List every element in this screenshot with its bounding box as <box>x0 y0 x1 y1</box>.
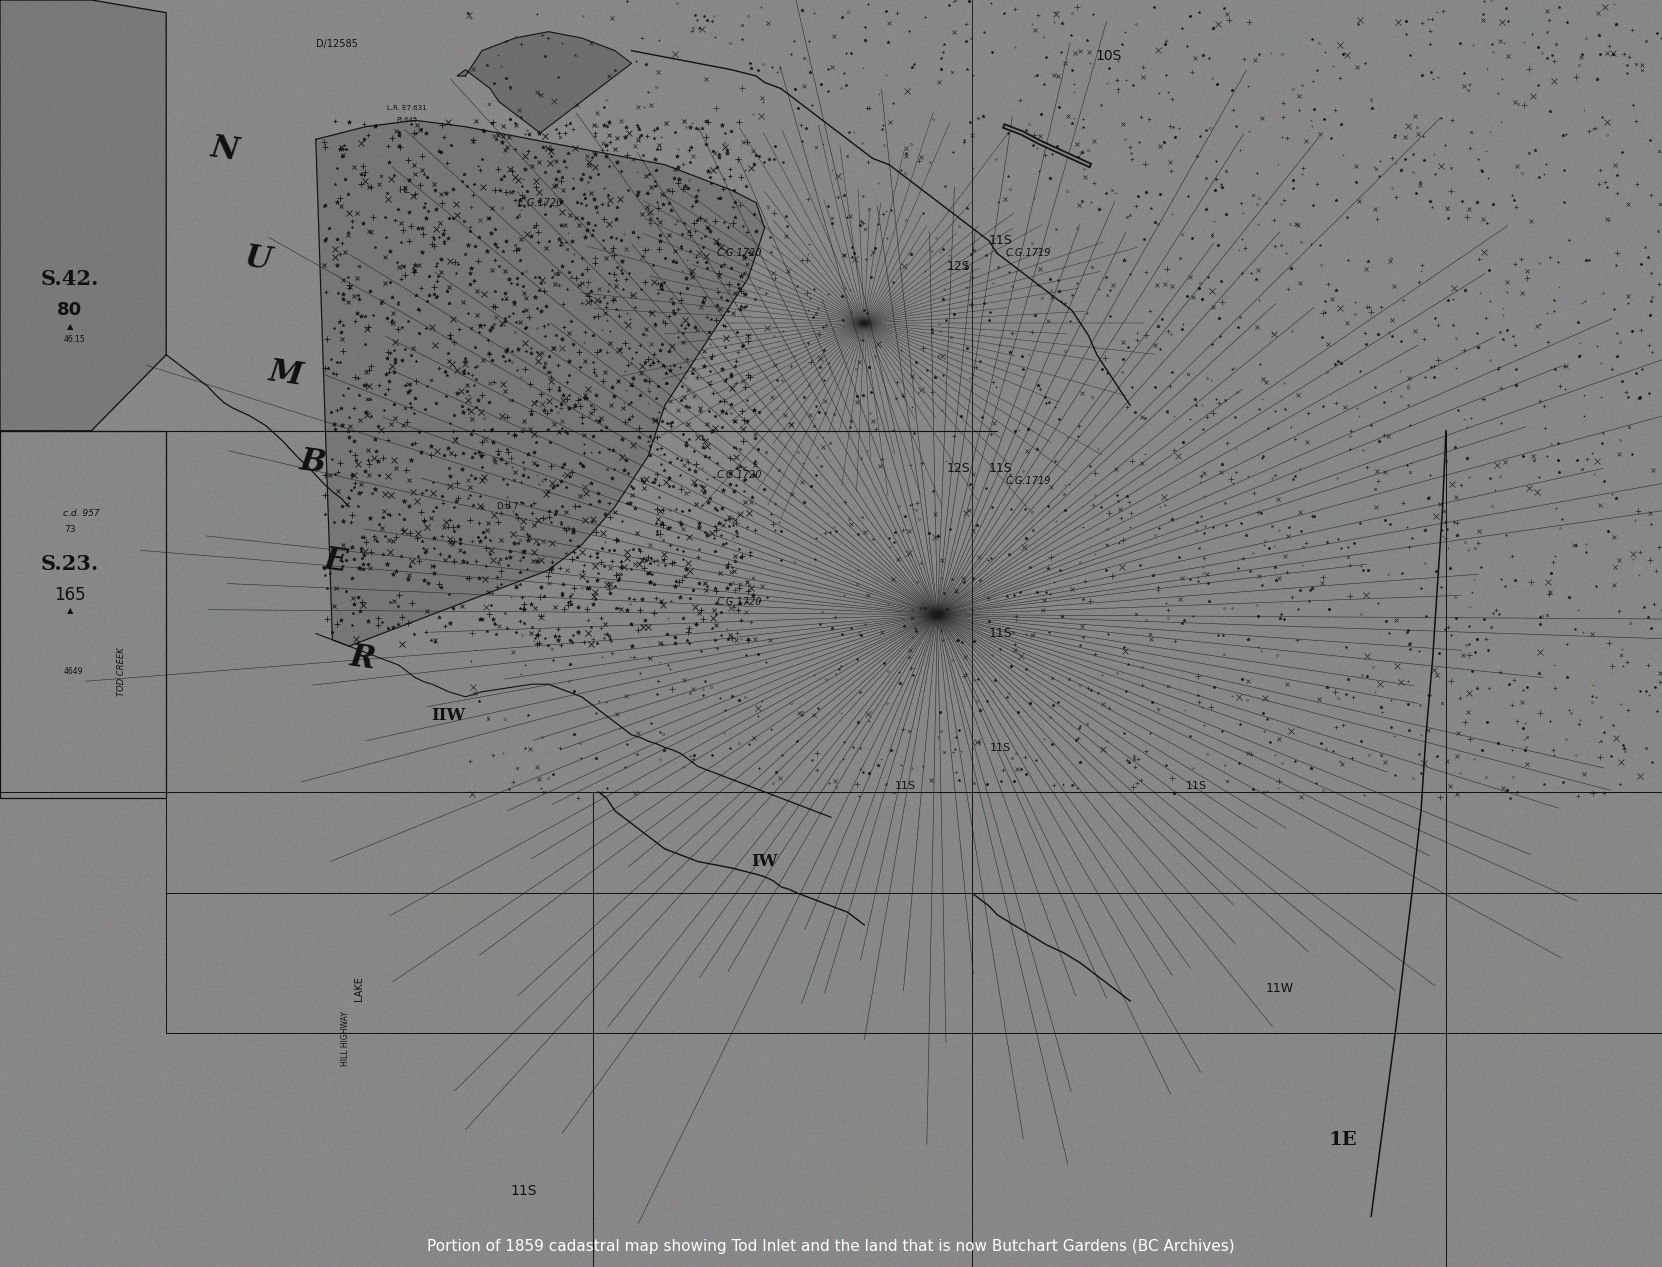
Polygon shape <box>316 120 765 646</box>
Text: C.G.1719: C.G.1719 <box>1006 476 1050 487</box>
Text: 80: 80 <box>57 302 83 319</box>
Text: C.G.1720: C.G.1720 <box>517 198 563 208</box>
Text: C.G.1719: C.G.1719 <box>1006 248 1050 258</box>
Text: PL645: PL645 <box>397 118 417 123</box>
Text: 11S: 11S <box>510 1183 537 1199</box>
Text: U: U <box>243 242 273 277</box>
Text: S.42.: S.42. <box>40 269 100 289</box>
Polygon shape <box>457 32 632 133</box>
Text: Portion of 1859 cadastral map showing Tod Inlet and the land that is now Butchar: Portion of 1859 cadastral map showing To… <box>427 1239 1235 1254</box>
Text: C.G.1720: C.G.1720 <box>716 597 763 607</box>
Text: M: M <box>268 356 304 392</box>
Text: C.G.1720: C.G.1720 <box>716 248 763 258</box>
Text: 4649: 4649 <box>63 666 83 677</box>
Text: 46.15: 46.15 <box>63 334 85 345</box>
Text: HL: HL <box>397 185 411 195</box>
Text: LAKE: LAKE <box>354 976 364 1001</box>
Polygon shape <box>0 0 166 431</box>
Text: L.R. E7.631: L.R. E7.631 <box>387 105 427 110</box>
Text: IW: IW <box>751 853 778 870</box>
Text: 11S: 11S <box>989 234 1012 247</box>
Text: TOD CREEK: TOD CREEK <box>116 647 126 696</box>
Text: 12S: 12S <box>947 260 971 272</box>
Text: R: R <box>347 641 377 677</box>
Text: 11S: 11S <box>1187 780 1207 791</box>
Text: ▲: ▲ <box>66 322 73 332</box>
Text: c.d. 957: c.d. 957 <box>63 508 100 518</box>
Text: 1E: 1E <box>1328 1131 1358 1149</box>
Text: D.d.7: D.d.7 <box>495 502 519 512</box>
Text: 10S: 10S <box>1095 48 1122 63</box>
Text: 11S: 11S <box>989 462 1012 475</box>
Text: HILL HIGHWAY: HILL HIGHWAY <box>341 1011 351 1067</box>
Text: S.23.: S.23. <box>40 554 100 574</box>
Text: 12S: 12S <box>947 462 971 475</box>
Text: C.G.1720: C.G.1720 <box>716 470 763 480</box>
Text: D/12585: D/12585 <box>316 39 359 49</box>
Text: B: B <box>297 445 327 480</box>
Text: N: N <box>208 132 241 167</box>
Text: 11S: 11S <box>991 742 1010 753</box>
Text: 73: 73 <box>65 525 75 535</box>
Text: 11W: 11W <box>1266 982 1293 995</box>
Text: 11S: 11S <box>989 627 1012 640</box>
Text: ▲: ▲ <box>66 606 73 616</box>
Text: 165: 165 <box>53 587 86 604</box>
Text: E: E <box>322 545 349 578</box>
Text: 11S: 11S <box>896 780 916 791</box>
Text: IIW: IIW <box>432 707 465 725</box>
